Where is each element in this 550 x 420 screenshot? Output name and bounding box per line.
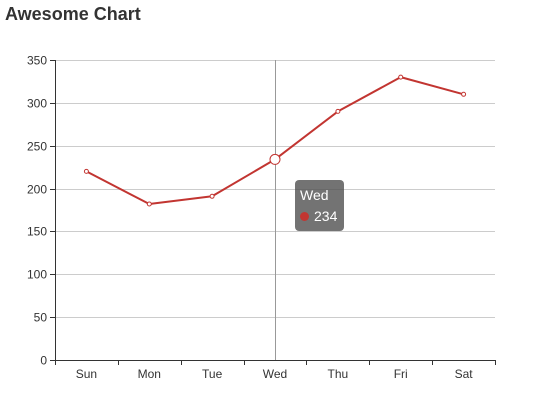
tooltip: Wed 234	[295, 180, 344, 231]
data-point[interactable]	[335, 108, 341, 114]
data-point[interactable]	[209, 193, 215, 199]
x-tick-label: Fri	[394, 367, 408, 381]
x-tick-label: Thu	[328, 367, 349, 381]
data-point[interactable]	[83, 168, 89, 174]
data-point-highlighted[interactable]	[269, 153, 281, 165]
y-tick-label: 200	[27, 183, 47, 197]
y-tick-label: 0	[40, 354, 47, 368]
tooltip-value: 234	[314, 208, 338, 224]
chart-title: Awesome Chart	[5, 4, 141, 24]
tooltip-category: Wed	[300, 187, 329, 203]
tooltip-series-marker	[300, 211, 309, 221]
y-tick-label: 100	[27, 268, 47, 282]
x-tick-label: Mon	[138, 367, 161, 381]
x-tick-label: Wed	[263, 367, 287, 381]
y-tick-label: 50	[34, 311, 48, 325]
y-tick-label: 150	[27, 225, 47, 239]
y-tick-label: 300	[27, 97, 47, 111]
x-tick-label: Sun	[76, 367, 97, 381]
y-tick-label: 250	[27, 140, 47, 154]
data-point[interactable]	[398, 74, 404, 80]
data-point[interactable]	[461, 91, 467, 97]
tooltip-row: 234	[300, 208, 344, 224]
data-point[interactable]	[146, 201, 152, 207]
x-tick-label: Sat	[455, 367, 474, 381]
x-tick-label: Tue	[202, 367, 223, 381]
y-tick-label: 350	[27, 54, 47, 68]
